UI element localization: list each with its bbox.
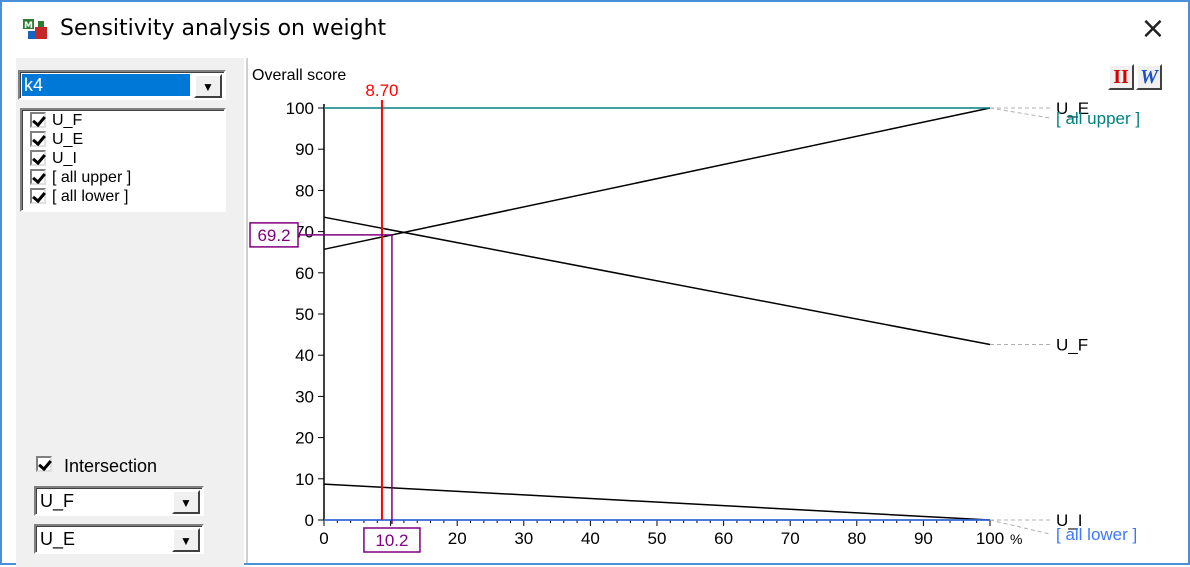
checkbox-icon[interactable] — [30, 112, 46, 128]
y-tick-label: 80 — [295, 181, 314, 200]
series-line — [323, 216, 991, 346]
x-tick-label: 20 — [448, 529, 467, 548]
y-tick-label: 20 — [295, 429, 314, 448]
attribute-select[interactable]: k4 ▼ — [18, 70, 226, 100]
y-axis-label: Overall score — [252, 67, 346, 84]
x-tick-label: 50 — [648, 529, 667, 548]
y-tick-label: 90 — [295, 140, 314, 159]
series-line — [323, 483, 991, 521]
chevron-down-icon[interactable]: ▼ — [172, 528, 200, 552]
series-item-all-lower[interactable]: [ all lower ] — [30, 188, 128, 206]
intersection-series-b-select[interactable]: U_E ▼ — [34, 524, 204, 554]
checkbox-icon[interactable] — [30, 188, 46, 204]
x-tick-label: 40 — [581, 529, 600, 548]
word-export-button[interactable]: W — [1136, 64, 1162, 90]
y-tick-label: 0 — [305, 511, 314, 530]
y-tick-label: 50 — [295, 305, 314, 324]
series-item-u-i[interactable]: U_I — [30, 150, 77, 168]
series-line — [323, 107, 991, 251]
app-icon: M — [23, 19, 47, 39]
current-weight-label: 8.70 — [365, 81, 398, 100]
x-tick-label: 30 — [514, 529, 533, 548]
intersection-series-a-select[interactable]: U_F ▼ — [34, 486, 204, 516]
series-checklist: U_F U_E U_I [ all upper ] [ all lower ] — [20, 108, 226, 212]
chevron-down-icon[interactable]: ▼ — [194, 74, 222, 98]
series-leader — [989, 519, 1051, 535]
intersection-x-box — [363, 527, 421, 553]
attribute-select-value: k4 — [24, 75, 44, 95]
series-label: U_F — [1056, 335, 1088, 354]
series-item-u-f[interactable]: U_F — [30, 112, 82, 130]
checkbox-icon[interactable] — [30, 169, 46, 185]
checkbox-icon[interactable] — [30, 131, 46, 147]
y-tick-label: 40 — [295, 346, 314, 365]
y-tick-label: 60 — [295, 264, 314, 283]
attribute-select-highlight — [22, 74, 190, 96]
svg-text:M: M — [24, 21, 33, 31]
intersection-x-label: 10.2 — [375, 531, 408, 550]
x-tick-label: 70 — [781, 529, 800, 548]
series-label: [ all lower ] — [1056, 525, 1137, 544]
x-tick-label: 100 — [976, 529, 1004, 548]
intersection-toggle[interactable]: Intersection — [36, 456, 157, 477]
title-bar: M Sensitivity analysis on weight × — [2, 2, 1188, 54]
y-tick-label: 70 — [295, 223, 314, 242]
close-button[interactable]: × — [1140, 11, 1166, 46]
x-tick-label: 0 — [319, 529, 328, 548]
series-item-u-e[interactable]: U_E — [30, 131, 83, 149]
series-leader — [989, 107, 1051, 119]
x-tick-label: 90 — [914, 529, 933, 548]
window-title: Sensitivity analysis on weight — [60, 16, 387, 41]
y-tick-label: 100 — [286, 99, 314, 118]
intersection-y-label: 69.2 — [257, 226, 290, 245]
y-tick-label: 10 — [295, 470, 314, 489]
intersection-y-box — [249, 222, 299, 248]
series-item-all-upper[interactable]: [ all upper ] — [30, 169, 131, 187]
series-label: [ all upper ] — [1056, 109, 1140, 128]
x-tick-label: 60 — [714, 529, 733, 548]
x-tick-label: 80 — [847, 529, 866, 548]
series-label: U_E — [1056, 99, 1089, 118]
y-tick-label: 30 — [295, 387, 314, 406]
checkbox-icon[interactable] — [36, 456, 52, 472]
chevron-down-icon[interactable]: ▼ — [172, 490, 200, 514]
series-label: U_I — [1056, 511, 1082, 530]
sensitivity-chart: Overall score010203040506070809010001020… — [246, 58, 1140, 563]
x-axis-unit: % — [1010, 531, 1022, 547]
report-button[interactable]: II — [1108, 64, 1134, 90]
checkbox-icon[interactable] — [30, 150, 46, 166]
